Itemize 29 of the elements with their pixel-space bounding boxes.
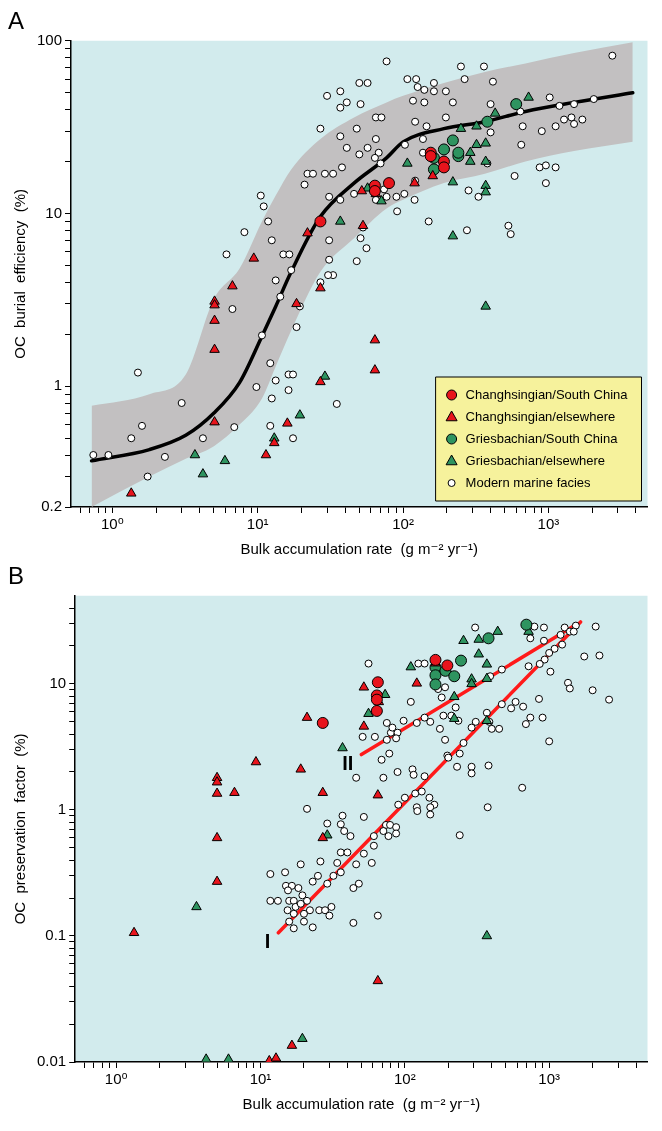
y-tick-label: 10 bbox=[49, 674, 67, 692]
y-tick-label: 0.1 bbox=[45, 926, 67, 944]
y-tick-label: 0.01 bbox=[36, 1052, 67, 1070]
x-tick-label: 10² bbox=[392, 515, 414, 533]
x-axis-title: Bulk accumulation rate (g m⁻² yr⁻¹) bbox=[240, 540, 479, 558]
y-axis-title: OC burial efficiency (%) bbox=[11, 189, 29, 359]
x-tick-label: 10³ bbox=[537, 515, 560, 533]
legend-label: Modern marine facies bbox=[465, 474, 592, 490]
x-tick-label: 10³ bbox=[538, 1070, 561, 1088]
y-tick-label: 10 bbox=[45, 203, 63, 221]
legend-label: Griesbachian/South China bbox=[465, 430, 619, 446]
x-axis-title: Bulk accumulation rate (g m⁻² yr⁻¹) bbox=[242, 1095, 481, 1113]
annotation: I bbox=[264, 930, 271, 953]
x-tick-label: 10⁰ bbox=[104, 1070, 128, 1088]
x-tick-label: 10¹ bbox=[249, 1070, 272, 1088]
legend-label: Griesbachian/elsewhere bbox=[465, 452, 606, 468]
chart-title: B bbox=[8, 562, 25, 590]
legend-label: Changhsingian/elsewhere bbox=[465, 408, 616, 424]
y-tick-label: 1 bbox=[53, 376, 63, 394]
y-tick-label: 100 bbox=[37, 30, 63, 48]
y-tick-label: 1 bbox=[57, 800, 67, 818]
annotation: II bbox=[342, 752, 354, 775]
y-tick-label: 0.2 bbox=[41, 497, 63, 515]
y-axis-title: OC preservation factor (%) bbox=[11, 733, 29, 925]
chart-title: A bbox=[8, 7, 25, 35]
x-tick-label: 10¹ bbox=[246, 515, 269, 533]
legend-label: Changhsingian/South China bbox=[465, 386, 629, 402]
x-tick-label: 10⁰ bbox=[100, 515, 124, 533]
x-tick-label: 10² bbox=[394, 1070, 416, 1088]
